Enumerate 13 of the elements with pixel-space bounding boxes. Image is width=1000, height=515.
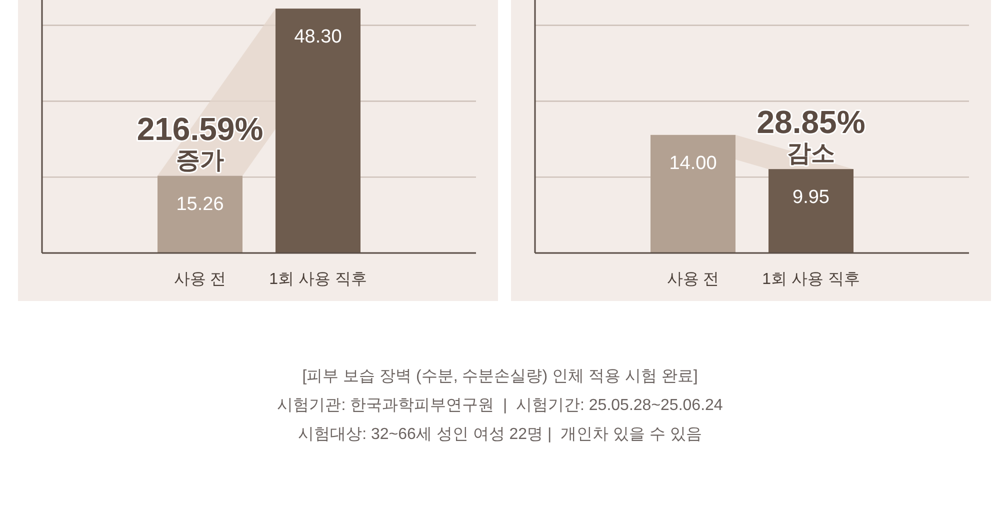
category-label: 1회 사용 직후 [762, 271, 860, 288]
note: [피부 보습 장벽 (수분, 수분손실량) 인체 적용 시험 완료] [302, 368, 698, 385]
data-label: 15.26 [176, 194, 224, 215]
annotation: 28.85% 감소 [756, 104, 866, 168]
note: 시험기관: 한국과학피부연구원 | 시험기간: 25.05.28~25.06.24 [277, 397, 723, 414]
category-label: 사용 전 [666, 271, 720, 288]
category-label: 사용 전 [174, 271, 226, 288]
data-label: 9.95 [792, 187, 830, 208]
data-label: 14.00 [669, 152, 717, 174]
note: 시험대상: 32~66세 성인 여성 22명 | 개인차 있을 수 있음 [298, 426, 702, 443]
annotation: 216.59% 증가 [136, 110, 264, 174]
category-label: 1회 사용 직후 [269, 271, 367, 288]
data-label: 48.30 [294, 26, 342, 48]
